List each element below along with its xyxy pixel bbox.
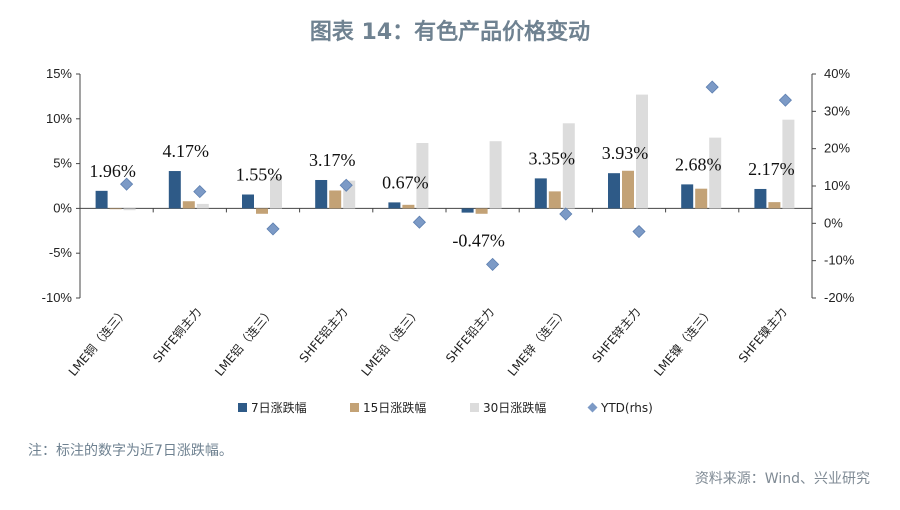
bar-15day	[768, 202, 781, 209]
bar-7day	[242, 194, 254, 209]
right-tick-label: -10%	[824, 253, 855, 268]
bar-30day	[489, 141, 502, 209]
category-label: SHFE铅主力	[443, 305, 497, 365]
category-label: SHFE锌主力	[589, 305, 643, 365]
ytd-marker	[705, 80, 719, 94]
category-label: LME铜（连三）	[65, 304, 131, 378]
bar-30day	[416, 142, 429, 209]
data-label: -0.47%	[452, 231, 505, 251]
category-label: LME镍（连三）	[651, 304, 717, 378]
legend-swatch	[587, 402, 598, 413]
bar-30day	[270, 177, 282, 209]
chart-canvas: -10%-5%0%5%10%15%-20%-10%0%10%20%30%40% …	[42, 66, 855, 415]
data-label: 0.67%	[382, 172, 429, 192]
footnote: 注：标注的数字为近7日涨跌幅。	[28, 443, 233, 459]
left-tick-label: 10%	[46, 111, 72, 126]
legend-label: YTD(rhs)	[600, 401, 653, 415]
data-label: 1.55%	[236, 165, 283, 185]
bar-30day	[123, 208, 136, 211]
left-tick-label: 15%	[46, 66, 72, 81]
bar-15day	[475, 208, 488, 214]
right-tick-label: 30%	[824, 103, 850, 118]
category-label: SHFE铝主力	[296, 304, 351, 365]
ytd-marker	[120, 177, 134, 191]
legend: 7日涨跌幅 15日涨跌幅 30日涨跌幅 YTD(rhs)	[238, 400, 653, 415]
bar-30day	[196, 203, 209, 209]
bar-15day	[182, 201, 195, 209]
source-text: 资料来源：Wind、兴业研究	[694, 471, 870, 487]
bar-7day	[315, 179, 328, 209]
left-tick-label: 5%	[53, 156, 72, 171]
legend-swatch	[350, 403, 359, 412]
bar-30day	[562, 123, 575, 209]
right-tick-label: 40%	[824, 66, 850, 81]
chart-title: 图表 14：有色产品价格变动	[309, 20, 591, 45]
right-tick-label: 20%	[824, 141, 850, 156]
data-label: 3.17%	[309, 150, 356, 170]
bar-7day	[754, 188, 767, 209]
bar-15day	[622, 170, 634, 209]
legend-label: 30日涨跌幅	[483, 400, 546, 415]
category-label: LME铝（连三）	[211, 304, 277, 378]
category-label: SHFE镍主力	[736, 305, 790, 365]
bar-7day	[608, 173, 620, 209]
data-label: 1.96%	[89, 161, 136, 181]
bar-30day	[636, 94, 648, 209]
bar-15day	[695, 188, 708, 209]
legend-label: 15日涨跌幅	[363, 400, 426, 415]
right-tick-label: -20%	[824, 290, 855, 305]
right-tick-label: 10%	[824, 178, 850, 193]
legend-swatch	[470, 403, 479, 412]
bar-7day	[681, 184, 694, 209]
ytd-marker	[412, 215, 426, 229]
bar-7day	[461, 208, 474, 213]
data-labels: 1.96% 4.17% 1.55% 3.17% 0.67% -0.47% 3.35% 3.93…	[89, 141, 794, 251]
ytd-marker	[486, 257, 500, 271]
ytd-marker	[193, 185, 207, 199]
left-tick-label: -5%	[49, 245, 73, 260]
category-label: LME锌（连三）	[504, 304, 570, 378]
bar-7day	[388, 202, 401, 209]
category-label: SHFE铜主力	[149, 304, 204, 365]
right-tick-label: 0%	[824, 215, 843, 230]
ytd-marker	[339, 178, 353, 192]
left-tick-label: -10%	[42, 290, 73, 305]
legend-swatch	[238, 403, 247, 412]
data-label: 3.35%	[529, 148, 576, 168]
bar-7day	[168, 171, 181, 209]
left-tick-label: 0%	[53, 200, 72, 215]
bar-15day	[402, 204, 415, 209]
bar-30day	[709, 137, 722, 209]
ytd-marker	[632, 224, 646, 239]
ytd-marker	[778, 93, 792, 107]
bar-15day	[329, 190, 342, 209]
data-label: 2.68%	[675, 154, 722, 174]
bar-30day	[782, 119, 795, 209]
ytd-marker	[266, 222, 280, 236]
bar-15day	[256, 208, 268, 214]
category-label: LME铅（连三）	[358, 304, 424, 378]
ytd-markers	[120, 80, 792, 271]
data-label: 2.17%	[748, 159, 795, 179]
category-labels: LME铜（连三） SHFE铜主力 LME铝（连三） SHFE铝主力 LME铅（连三） SH…	[65, 304, 790, 378]
bar-15day	[109, 208, 122, 210]
chart-axes: -10% -5% 0% 5% 10% 15% -20% -10% 0% 10% 20% 30% 40%	[42, 66, 855, 305]
chart-bars	[95, 94, 795, 214]
ytd-marker	[559, 207, 573, 221]
bar-7day	[534, 178, 547, 209]
data-label: 3.93%	[602, 143, 649, 163]
legend-label: 7日涨跌幅	[251, 400, 307, 415]
data-label: 4.17%	[163, 141, 210, 161]
bar-15day	[548, 191, 561, 209]
bar-7day	[95, 190, 108, 209]
